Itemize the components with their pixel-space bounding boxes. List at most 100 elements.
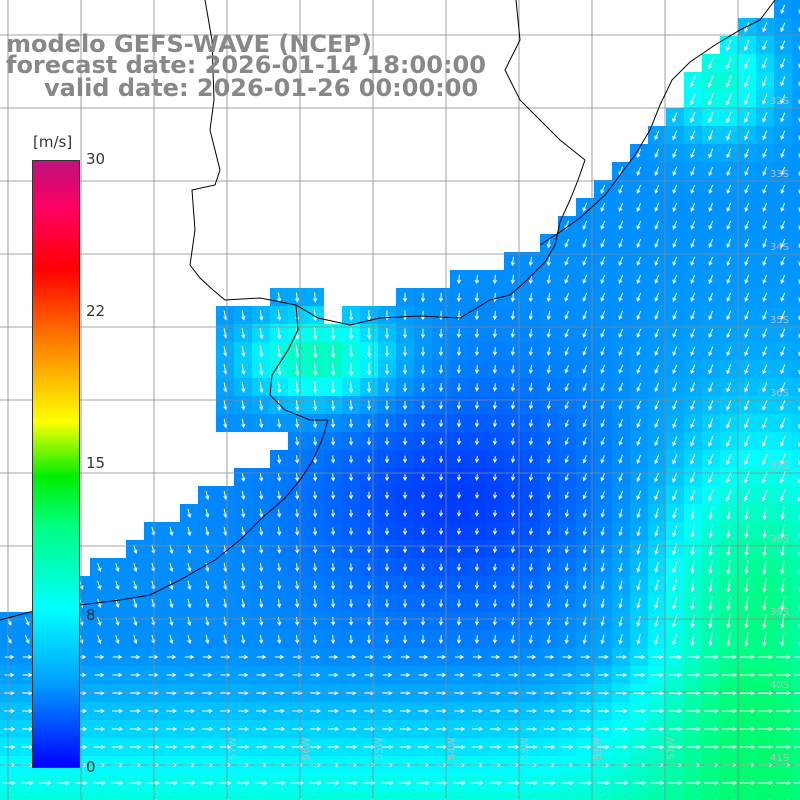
wind-arrow [420, 419, 426, 428]
wind-arrow [762, 524, 767, 539]
wind-arrow [744, 111, 750, 123]
wind-arrow [776, 672, 791, 678]
wind-arrow [420, 328, 426, 339]
wind-arrow [597, 708, 610, 714]
wind-arrow [564, 310, 569, 320]
wind-arrow [582, 473, 587, 482]
wind-arrow [672, 310, 678, 321]
wind-arrow [400, 654, 411, 660]
wind-arrow [708, 274, 714, 285]
wind-arrow [133, 580, 138, 591]
wind-arrow [384, 382, 390, 393]
wind-arrow [762, 184, 768, 194]
wind-cell [216, 792, 234, 800]
wind-arrow [147, 744, 160, 750]
wind-arrow [22, 654, 33, 660]
wind-arrow [582, 310, 588, 320]
wind-arrow [600, 274, 606, 284]
wind-arrow [402, 581, 408, 590]
wind-arrow [402, 455, 408, 464]
wind-cell [270, 792, 288, 800]
wind-arrow [690, 382, 696, 393]
wind-arrow [651, 654, 664, 660]
wind-arrow [510, 310, 515, 321]
wind-arrow [618, 328, 624, 338]
wind-arrow [564, 581, 569, 590]
wind-arrow [310, 708, 321, 714]
wind-cell [648, 792, 666, 800]
wind-arrow [636, 580, 641, 591]
wind-arrow [312, 581, 318, 590]
wind-arrow [762, 148, 768, 159]
wind-arrow [259, 598, 264, 609]
wind-arrow [345, 726, 358, 732]
wind-arrow [489, 744, 502, 750]
wind-arrow [384, 437, 390, 446]
wind-arrow [165, 726, 178, 732]
wind-arrow [600, 202, 606, 212]
wind-arrow [366, 617, 372, 626]
wind-arrow [456, 274, 462, 285]
wind-arrow [744, 346, 750, 357]
lon-label: 53W [520, 737, 531, 760]
wind-arrow [456, 383, 462, 392]
wind-arrow [780, 417, 786, 429]
wind-cell [450, 792, 468, 800]
wind-arrow [744, 542, 749, 557]
wind-arrow [582, 202, 588, 212]
wind-arrow [708, 184, 714, 194]
wind-arrow [277, 616, 282, 627]
wind-arrow [690, 328, 696, 339]
wind-cell [792, 36, 800, 54]
wind-arrow [690, 436, 696, 447]
wind-arrow [600, 346, 605, 356]
wind-arrow [762, 364, 768, 375]
wind-arrow [672, 525, 678, 538]
wind-arrow [582, 455, 587, 464]
wind-arrow [241, 310, 246, 321]
wind-arrow [349, 363, 354, 376]
wind-arrow [472, 708, 483, 714]
wind-arrow [654, 130, 660, 141]
wind-arrow [24, 634, 30, 644]
wind-arrow [726, 220, 732, 230]
wind-arrow [129, 780, 142, 786]
wind-arrow [762, 435, 768, 448]
wind-arrow [546, 383, 551, 392]
wind-arrow [690, 471, 696, 483]
wind-arrow [294, 473, 300, 482]
wind-arrow [363, 744, 376, 750]
wind-arrow [474, 492, 480, 499]
wind-arrow [744, 93, 750, 106]
wind-cell [792, 252, 800, 270]
wind-arrow [600, 401, 605, 410]
wind-arrow [456, 455, 462, 464]
wind-arrow [744, 292, 750, 303]
wind-arrow [528, 292, 533, 303]
wind-arrow [492, 383, 498, 392]
wind-arrow [492, 274, 497, 285]
wind-arrow [672, 561, 678, 574]
wind-arrow [744, 202, 750, 212]
wind-arrow [456, 365, 462, 374]
wind-arrow [704, 726, 719, 732]
wind-arrow [651, 708, 665, 714]
lon-label: 55W [374, 737, 385, 760]
wind-arrow [277, 345, 282, 358]
wind-arrow [579, 780, 592, 786]
coastline-uruguay-brazil [189, 0, 586, 326]
wind-cell [180, 792, 198, 800]
wind-arrow [510, 328, 515, 339]
wind-arrow [201, 726, 214, 732]
wind-arrow [312, 545, 318, 554]
wind-arrow [708, 542, 713, 557]
wind-arrow [690, 454, 696, 465]
wind-arrow [528, 455, 533, 464]
wind-arrow [690, 525, 695, 538]
wind-arrow [259, 363, 264, 376]
wind-arrow [474, 599, 480, 608]
wind-arrow [546, 527, 551, 536]
wind-arrow [201, 744, 214, 750]
wind-arrow [668, 726, 683, 732]
